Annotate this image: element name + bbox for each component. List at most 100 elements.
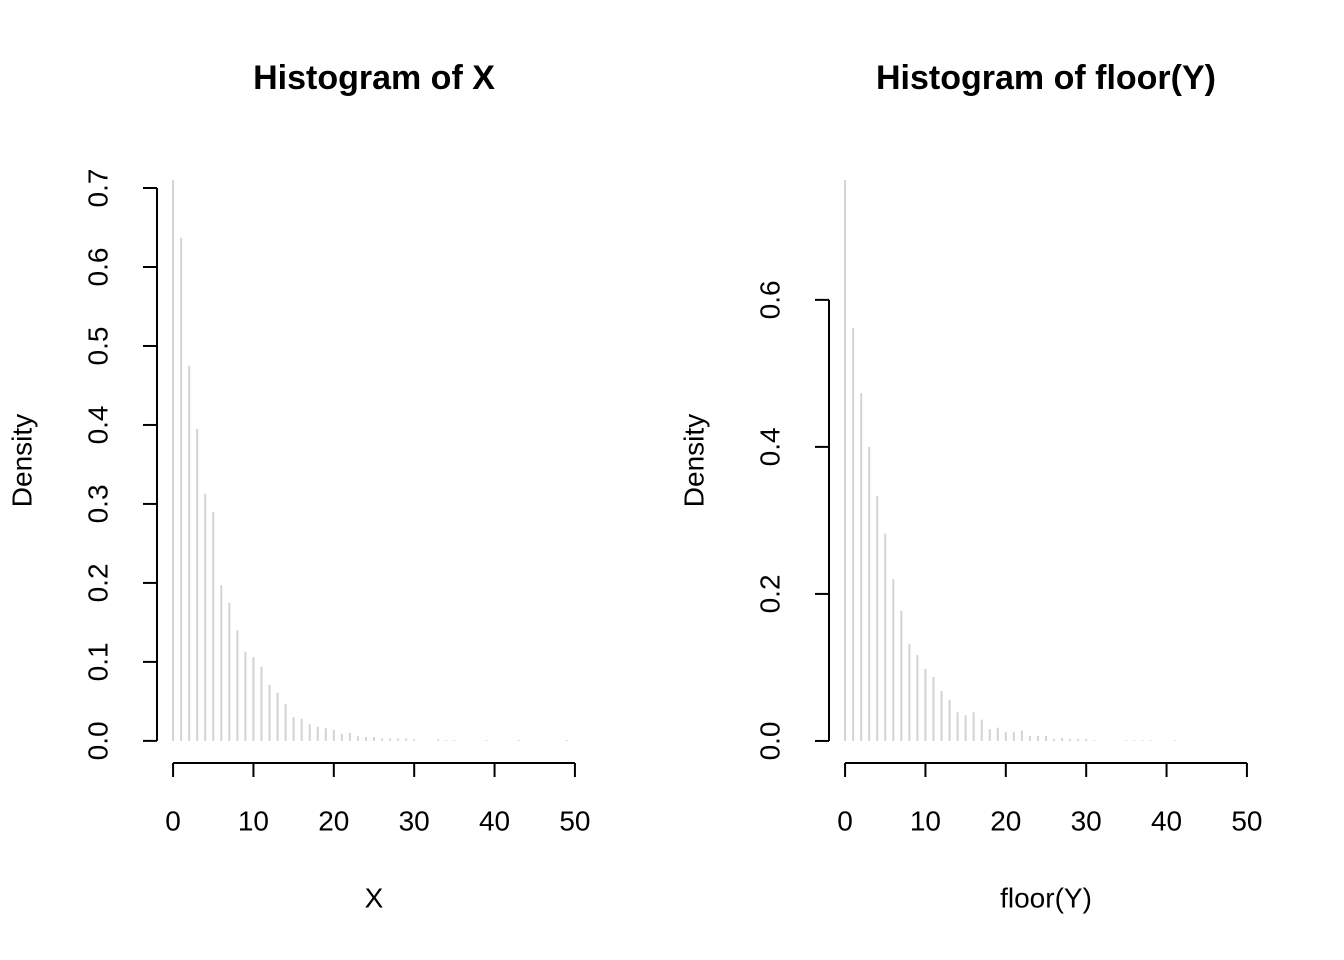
bar [356,736,359,741]
y-tick-label: 0.4 [754,427,785,466]
y-tick-label: 0.4 [82,405,113,444]
bar [940,690,943,741]
bar [1141,740,1144,741]
bar [268,684,271,741]
x-tick-label: 30 [399,805,430,836]
bar [932,676,935,741]
bar [517,740,520,741]
bar [236,630,239,741]
y-tick-label: 0.1 [82,642,113,681]
bar [972,712,975,741]
bar [284,703,287,741]
bar [308,724,311,741]
y-tick-label: 0.6 [82,248,113,287]
bar [996,727,999,741]
bar [196,428,199,741]
bar [188,365,191,741]
bar [212,511,215,741]
y-tick-label: 0.2 [754,574,785,613]
bar [1149,740,1152,741]
bar [373,736,375,741]
bar [948,699,951,741]
bar [1028,735,1031,741]
y-axis-label: Density [678,414,709,507]
bar [413,739,416,741]
bar [453,740,456,741]
bar [988,729,991,741]
y-tick-label: 0.0 [82,721,113,760]
bar [252,657,255,741]
bar [332,729,335,741]
x-axis-label: X [365,882,384,913]
bar [348,732,351,741]
bar [437,739,440,741]
y-axis-label: Density [6,414,37,507]
bar [916,654,919,741]
bar [964,715,967,741]
bar [180,237,183,741]
x-tick-label: 50 [1231,805,1262,836]
bar [884,533,887,741]
x-tick-label: 40 [479,805,510,836]
bar [445,740,448,741]
bar [276,692,279,741]
bar [956,712,959,741]
x-tick-label: 0 [165,805,181,836]
bar [1133,740,1136,741]
bar [485,740,488,741]
x-axis-label: floor(Y) [1000,882,1092,913]
bar [868,446,871,741]
bar [172,180,175,741]
bar [220,585,223,741]
bar [852,327,855,741]
x-tick-label: 0 [837,805,853,836]
bar [1053,738,1056,741]
chart-title: Histogram of X [253,59,495,97]
bar [892,579,895,741]
x-tick-label: 10 [910,805,941,836]
bar [1085,738,1088,741]
bar [980,719,983,741]
bar [1061,738,1064,741]
bar [908,643,911,741]
x-tick-label: 40 [1151,805,1182,836]
y-tick-label: 0.6 [754,280,785,319]
bar [1012,732,1015,741]
x-tick-label: 50 [559,805,590,836]
bar [900,610,903,741]
bar [1004,732,1007,741]
chart-title: Histogram of floor(Y) [876,59,1216,97]
y-tick-label: 0.3 [82,484,113,523]
bar [381,738,384,741]
bar [924,668,927,741]
bar [1125,740,1128,741]
bar [340,733,343,741]
bar [860,393,863,741]
bar [1069,738,1072,741]
bar [324,728,327,741]
x-tick-label: 10 [238,805,269,836]
y-tick-label: 0.7 [82,169,113,208]
bar [244,651,247,741]
bar [300,718,303,741]
bar [364,736,367,741]
x-tick-label: 20 [990,805,1021,836]
bar [292,717,295,741]
bar [1036,735,1039,741]
bar [405,738,408,741]
bar [260,666,263,741]
y-tick-label: 0.5 [82,327,113,366]
bar [876,496,879,741]
x-tick-label: 30 [1071,805,1102,836]
bar [316,726,319,741]
bar [228,602,231,741]
bar [204,493,207,741]
y-tick-label: 0.0 [754,721,785,760]
bar [389,738,392,741]
bar [844,180,847,741]
bar [1045,735,1047,741]
bar [1077,738,1080,741]
bar [1093,740,1096,741]
